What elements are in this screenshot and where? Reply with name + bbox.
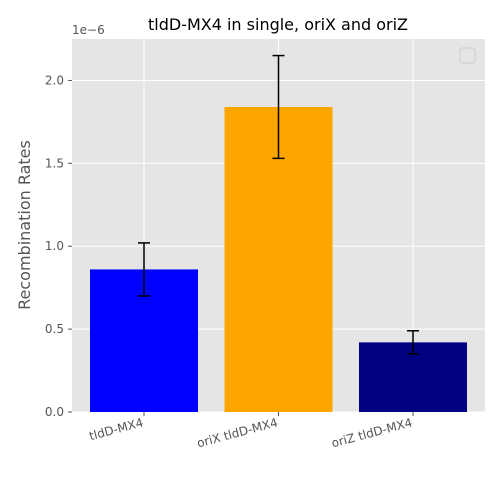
x-axis-ticks: tldD-MX4 oriX tldD-MX4 oriZ tldD-MX4 <box>88 412 414 450</box>
x-tick-label: oriX tldD-MX4 <box>195 415 279 450</box>
y-tick-label: 0.0 <box>45 405 64 419</box>
y-tick-label: 1.0 <box>45 239 64 253</box>
x-tick-label: oriZ tldD-MX4 <box>330 415 414 450</box>
bars <box>90 106 467 413</box>
y-axis-label: Recombination Rates <box>15 140 34 310</box>
error-bars <box>138 54 419 355</box>
y-tick-label: 0.5 <box>45 322 64 336</box>
y-tick-label: 1.5 <box>45 156 64 170</box>
y-tick-label: 2.0 <box>45 73 64 87</box>
chart-title: tldD-MX4 in single, oriX and oriZ <box>148 15 408 34</box>
legend-box <box>459 47 476 64</box>
x-tick-label: tldD-MX4 <box>88 415 145 443</box>
y-axis-offset-label: 1e−6 <box>72 23 105 37</box>
y-axis-ticks: 0.0 0.5 1.0 1.5 2.0 <box>45 73 72 419</box>
